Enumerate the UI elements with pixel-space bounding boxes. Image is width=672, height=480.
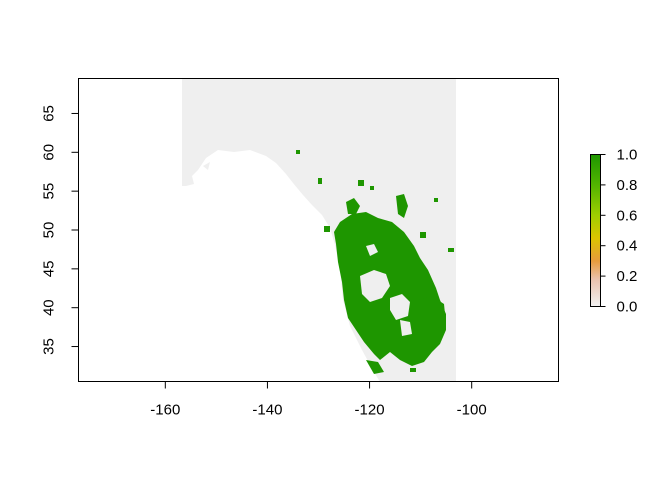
legend-tick-label: 0.8: [617, 177, 638, 194]
absence-hole: [360, 270, 390, 302]
legend-tick-label: 0.6: [617, 207, 638, 224]
y-tick-label: 45: [41, 261, 58, 278]
y-tick-label: 65: [41, 105, 58, 122]
legend-tick-label: 0.2: [617, 268, 638, 285]
x-tick-label: -100: [457, 402, 487, 419]
absence-hole: [366, 244, 378, 256]
y-axis: 35 40 45 50 55 60 65: [41, 105, 79, 355]
x-tick-label: -160: [150, 402, 180, 419]
presence-layer: [296, 150, 454, 374]
y-tick-label: 35: [41, 338, 58, 355]
presence-main-region: [334, 212, 446, 366]
absence-holes: [360, 244, 412, 336]
absence-hole: [390, 294, 410, 320]
legend: 0.0 0.2 0.4 0.6 0.8 1.0: [590, 147, 638, 316]
y-tick-label: 40: [41, 299, 58, 316]
legend-tick-label: 0.4: [617, 238, 638, 255]
x-tick-label: -120: [355, 402, 385, 419]
presence-south-patch: [366, 360, 384, 374]
legend-ticks: 0.0 0.2 0.4 0.6 0.8 1.0: [600, 147, 638, 316]
x-tick-label: -140: [252, 402, 282, 419]
y-tick-label: 55: [41, 183, 58, 200]
land-islands: [184, 162, 210, 186]
presence-north-patch-2: [396, 194, 408, 218]
x-axis: -160 -140 -120 -100: [150, 381, 487, 419]
legend-tick-label: 1.0: [617, 147, 638, 164]
absence-hole: [400, 320, 412, 336]
legend-tick-label: 0.0: [617, 299, 638, 316]
presence-east-patch: [418, 296, 446, 338]
y-tick-label: 50: [41, 222, 58, 239]
presence-north-patch: [346, 198, 360, 214]
legend-color-bar: [590, 154, 601, 307]
y-tick-label: 60: [41, 144, 58, 161]
